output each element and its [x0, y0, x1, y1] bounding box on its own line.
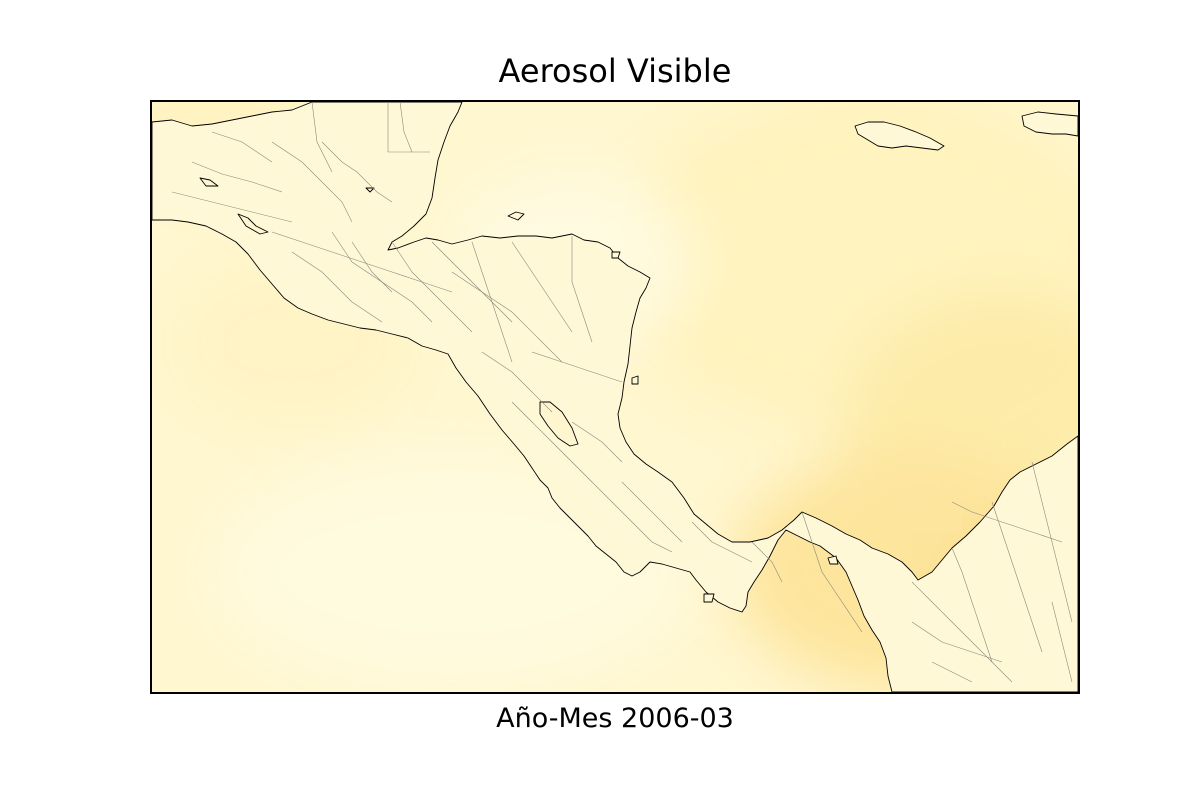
aerosol-map	[152, 102, 1078, 692]
san-andres-island	[631, 375, 639, 385]
mainland-central-america	[152, 102, 1078, 692]
map-frame	[150, 100, 1080, 694]
swan-island	[365, 187, 375, 193]
coiba-island	[703, 593, 715, 603]
map-caption: Año-Mes 2006-03	[496, 703, 734, 734]
land-masses	[152, 102, 1078, 692]
small-islands-yucatan	[199, 177, 219, 187]
lagoon-mexico	[237, 213, 269, 235]
jamaica-island	[854, 121, 945, 151]
nicaragua-lake	[539, 401, 579, 447]
small-island-a	[611, 251, 621, 259]
pearl-island	[827, 555, 839, 565]
map-title: Aerosol Visible	[498, 52, 732, 90]
cozumel-island	[507, 211, 525, 221]
admin-borders	[171, 102, 1073, 683]
hispaniola-island	[1021, 111, 1078, 137]
